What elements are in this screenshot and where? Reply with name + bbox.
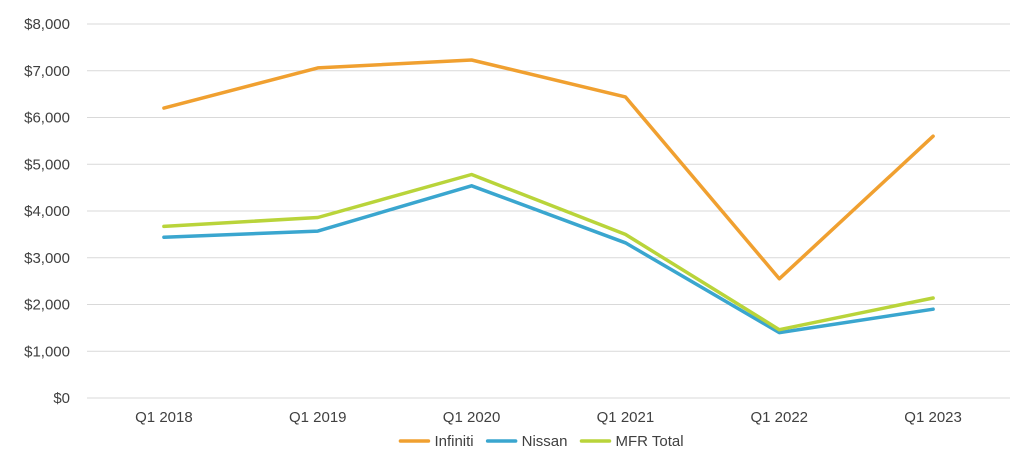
- y-tick-label: $6,000: [24, 110, 70, 127]
- y-tick-label: $5,000: [24, 156, 70, 173]
- legend-item: MFR Total: [579, 433, 684, 450]
- x-tick-label: Q1 2021: [597, 409, 655, 426]
- series-line-mfr-total: [162, 172, 935, 332]
- y-tick-label: $1,000: [24, 343, 70, 360]
- x-axis-tick-labels: Q1 2018 Q1 2019 Q1 2020 Q1 2021 Q1 2022 Q1 20…: [135, 409, 962, 426]
- series-lines: [162, 58, 935, 335]
- x-tick-label: Q1 2020: [443, 409, 501, 426]
- x-tick-label: Q1 2018: [135, 409, 193, 426]
- legend-item: Infiniti: [398, 433, 474, 450]
- y-tick-label: $4,000: [24, 203, 70, 220]
- x-tick-label: Q1 2019: [289, 409, 347, 426]
- y-tick-label: $3,000: [24, 250, 70, 267]
- legend-label: MFR Total: [615, 433, 683, 450]
- legend-label: Nissan: [522, 433, 568, 450]
- series-line-infiniti: [162, 58, 935, 281]
- legend-item: Nissan: [485, 433, 568, 450]
- legend-label: Infiniti: [434, 433, 473, 450]
- y-tick-label: $2,000: [24, 297, 70, 314]
- x-tick-label: Q1 2022: [750, 409, 808, 426]
- y-tick-label: $0: [53, 390, 70, 407]
- y-tick-label: $8,000: [24, 16, 70, 33]
- y-axis-tick-labels: $0 $1,000 $2,000 $3,000 $4,000 $5,000 $6,000 $7…: [24, 16, 70, 407]
- legend: Infiniti Nissan MFR Total: [398, 433, 684, 450]
- series-line-nissan: [162, 184, 935, 335]
- y-tick-label: $7,000: [24, 63, 70, 80]
- x-tick-label: Q1 2023: [904, 409, 962, 426]
- gridlines: [87, 23, 1010, 399]
